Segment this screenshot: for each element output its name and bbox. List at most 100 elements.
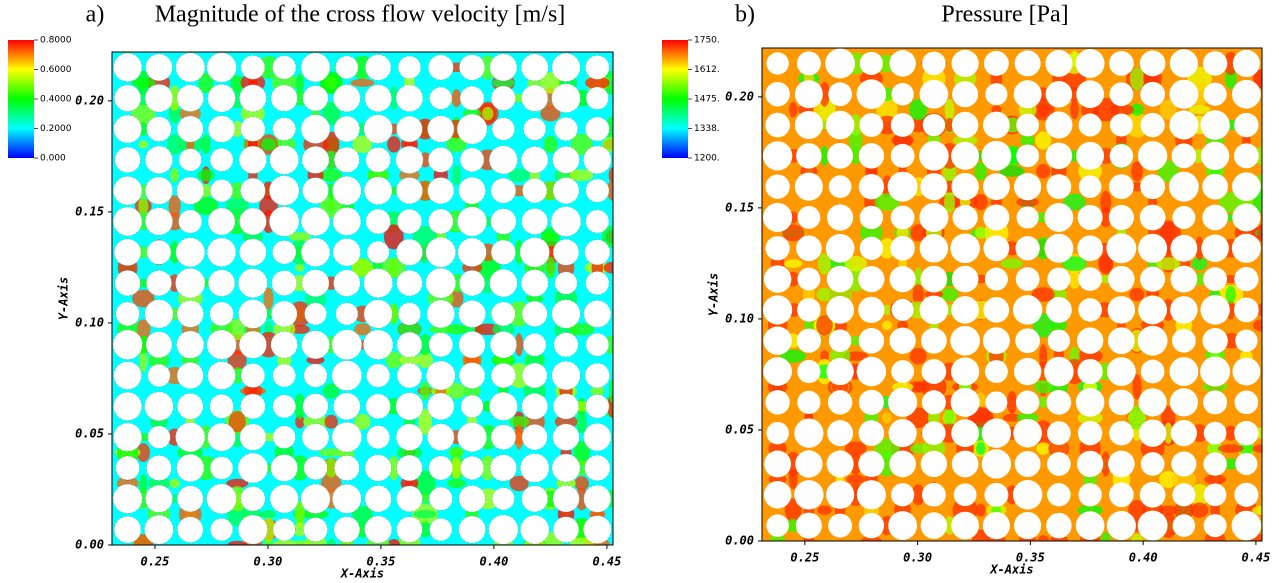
rod bbox=[396, 331, 423, 358]
rod bbox=[396, 362, 423, 389]
rod bbox=[332, 238, 361, 267]
rod bbox=[302, 393, 329, 420]
rod bbox=[1233, 143, 1259, 169]
rod bbox=[828, 82, 853, 107]
rod bbox=[859, 113, 884, 137]
rod bbox=[951, 111, 979, 139]
rod bbox=[983, 50, 1009, 76]
rod bbox=[363, 329, 394, 360]
rod bbox=[207, 207, 236, 236]
rod bbox=[429, 518, 453, 542]
field-blob bbox=[1131, 161, 1143, 182]
rod bbox=[177, 516, 204, 543]
field-blob bbox=[397, 321, 422, 337]
field-blob bbox=[1020, 133, 1035, 148]
field-blob bbox=[816, 314, 833, 336]
field-blob bbox=[166, 134, 183, 155]
rod bbox=[1109, 144, 1134, 168]
rod bbox=[303, 363, 328, 388]
field-blob bbox=[952, 135, 978, 146]
rod bbox=[1107, 296, 1136, 324]
field-blob bbox=[1163, 422, 1173, 444]
rod bbox=[919, 141, 949, 171]
rod bbox=[491, 301, 516, 327]
field-blob bbox=[139, 474, 148, 493]
rod bbox=[1201, 234, 1229, 263]
rod bbox=[1016, 113, 1039, 137]
rod bbox=[1234, 390, 1259, 415]
rod bbox=[1015, 390, 1040, 415]
rod bbox=[766, 514, 789, 537]
field-blob bbox=[1132, 374, 1142, 400]
field-blob bbox=[451, 456, 462, 480]
field-blob bbox=[1128, 499, 1146, 521]
rod bbox=[238, 514, 268, 545]
rod bbox=[490, 424, 517, 450]
field-blob bbox=[541, 72, 560, 94]
field-blob bbox=[525, 294, 544, 303]
field-blob bbox=[573, 441, 590, 465]
field-blob bbox=[448, 447, 465, 458]
rod bbox=[920, 173, 948, 201]
field-blob bbox=[844, 441, 867, 456]
rod bbox=[796, 328, 822, 353]
rod bbox=[333, 516, 361, 543]
rod bbox=[763, 295, 793, 325]
field-blob bbox=[197, 169, 215, 182]
rod bbox=[489, 454, 517, 482]
rod bbox=[982, 327, 1010, 355]
rod bbox=[240, 116, 266, 142]
field-blob bbox=[260, 509, 277, 519]
y-tick-label: 0.10 bbox=[725, 311, 754, 325]
rod bbox=[239, 330, 267, 359]
rod bbox=[1169, 79, 1199, 109]
rod bbox=[303, 455, 328, 480]
rod bbox=[304, 302, 327, 326]
field-blob bbox=[911, 484, 925, 506]
rod bbox=[395, 145, 424, 174]
field-blob bbox=[449, 289, 464, 308]
field-blob bbox=[603, 261, 613, 274]
rod bbox=[888, 387, 918, 417]
rod bbox=[1016, 206, 1039, 229]
rod bbox=[552, 146, 580, 174]
rod bbox=[1075, 388, 1105, 417]
rod bbox=[115, 455, 140, 481]
rod bbox=[828, 175, 852, 199]
rod bbox=[1140, 112, 1165, 138]
field-blob bbox=[974, 162, 988, 181]
rod bbox=[300, 114, 331, 144]
field-blob bbox=[295, 263, 305, 272]
rod bbox=[523, 117, 547, 141]
rod bbox=[1047, 483, 1071, 507]
field-blob bbox=[350, 78, 375, 87]
field-blob bbox=[131, 77, 156, 88]
field-blob bbox=[414, 470, 436, 497]
field-blob bbox=[817, 253, 832, 275]
rod bbox=[521, 424, 548, 451]
rod bbox=[1234, 266, 1259, 292]
field-blob bbox=[1108, 103, 1134, 116]
field-blob bbox=[138, 140, 149, 149]
rod bbox=[858, 512, 885, 539]
field-blob bbox=[354, 323, 371, 336]
rod bbox=[551, 53, 581, 82]
field-blob bbox=[913, 382, 923, 392]
rod bbox=[459, 270, 486, 297]
rod bbox=[1203, 82, 1227, 106]
rod bbox=[240, 55, 266, 80]
rod bbox=[331, 422, 362, 453]
rod bbox=[144, 514, 174, 545]
rod bbox=[113, 206, 143, 237]
field-blob bbox=[944, 191, 955, 213]
rod bbox=[1013, 418, 1042, 448]
rod bbox=[952, 204, 978, 231]
rod bbox=[889, 50, 916, 77]
field-blob bbox=[1038, 396, 1048, 409]
field-blob bbox=[324, 458, 338, 478]
rod bbox=[951, 296, 979, 324]
field-blob bbox=[944, 516, 955, 535]
rod bbox=[797, 298, 821, 322]
field-blob bbox=[608, 77, 613, 88]
field-blob bbox=[168, 85, 181, 112]
